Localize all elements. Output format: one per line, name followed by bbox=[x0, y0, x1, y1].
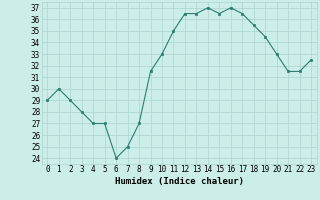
X-axis label: Humidex (Indice chaleur): Humidex (Indice chaleur) bbox=[115, 177, 244, 186]
